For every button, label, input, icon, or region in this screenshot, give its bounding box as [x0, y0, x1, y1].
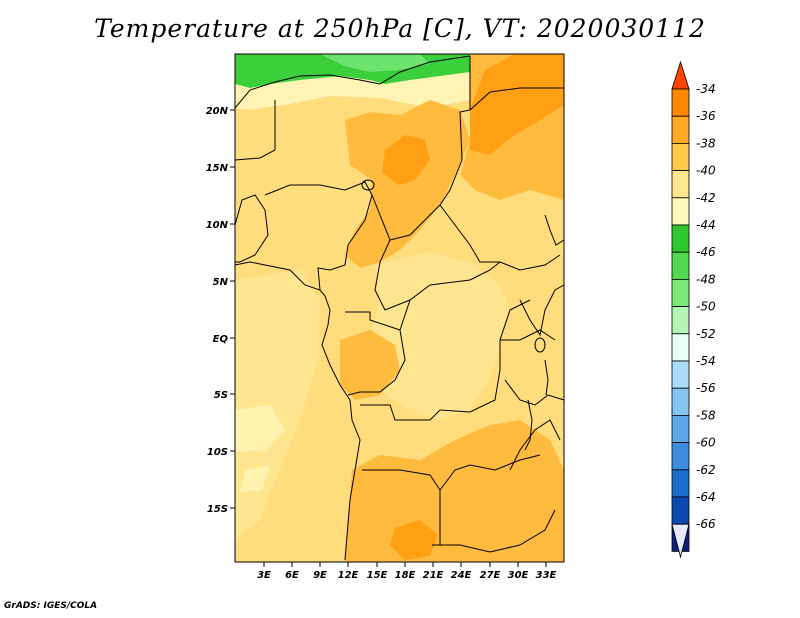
field-orange-coastal-strip — [340, 330, 400, 400]
field-darker-south-core — [390, 520, 438, 560]
legend-label: -60 — [696, 436, 716, 450]
field-light-patch-2 — [240, 465, 270, 492]
lat-label: 5N — [213, 277, 229, 288]
lon-label: 6E — [285, 570, 299, 581]
lat-label: 10N — [206, 220, 229, 231]
legend-color-box — [671, 142, 690, 171]
plot-title: Temperature at 250hPa [C], VT: 202003011… — [94, 14, 706, 43]
legend-label: -40 — [696, 164, 716, 178]
field-darker-northeast — [470, 54, 564, 155]
lat-label: 5S — [214, 390, 228, 401]
legend-label: -56 — [696, 381, 716, 395]
longitude-axis: 3E 6E 9E 12E 15E 18E 21E 24E 27E 30E 33E — [257, 562, 557, 581]
legend-color-box — [671, 278, 690, 307]
field-central-pale — [368, 252, 510, 420]
legend-color-box — [671, 115, 690, 144]
field-light-patch-1 — [235, 405, 285, 452]
lat-label: 15S — [207, 504, 228, 515]
lon-label: 27E — [480, 570, 501, 581]
legend-label: -50 — [696, 300, 716, 314]
legend-color-box — [671, 251, 690, 280]
latitude-axis: 20N 15N 10N 5N EQ 5S 10S 15S — [206, 106, 235, 515]
legend-color-box — [671, 197, 690, 226]
legend-label: -64 — [696, 490, 716, 504]
legend-color-box — [671, 224, 690, 253]
lat-label: 20N — [206, 106, 229, 117]
legend-color-box — [671, 387, 690, 416]
legend-color-box — [671, 88, 690, 117]
lon-label: 21E — [423, 570, 444, 581]
legend-label: -58 — [696, 408, 716, 422]
lat-label: 15N — [206, 163, 229, 174]
legend-label: -48 — [696, 272, 716, 286]
legend-label: -46 — [696, 245, 716, 259]
legend-color-box — [671, 496, 690, 525]
legend-color-box — [671, 360, 690, 389]
lon-label: 12E — [338, 570, 359, 581]
lon-label: 33E — [536, 570, 557, 581]
legend-color-box — [671, 170, 690, 199]
lon-label: 15E — [367, 570, 388, 581]
lon-label: 9E — [313, 570, 327, 581]
legend-label: -54 — [696, 354, 716, 368]
legend-bottom-arrow — [671, 523, 690, 559]
lat-label: EQ — [213, 334, 229, 345]
lon-label: 24E — [451, 570, 472, 581]
temperature-field — [235, 54, 564, 562]
legend-top-arrow — [671, 60, 690, 90]
country-borders — [234, 55, 565, 561]
color-legend: -34 -36 -38 -40 -42 -44 -46 -48 -50 -52 -54 -56 -58 -… — [671, 60, 716, 559]
lon-label: 30E — [508, 570, 529, 581]
field-darker-core-north — [382, 135, 430, 185]
lat-label: 10S — [207, 447, 228, 458]
legend-label: -36 — [696, 109, 716, 123]
legend-label: -38 — [696, 136, 716, 150]
legend-color-box — [671, 333, 690, 362]
map-frame — [234, 53, 565, 563]
legend-label: -52 — [696, 327, 716, 341]
legend-label: -34 — [696, 82, 716, 96]
grads-credit: GrADS: IGES/COLA — [4, 601, 98, 611]
legend-label: -42 — [696, 191, 716, 205]
lon-label: 3E — [257, 570, 271, 581]
lon-label: 18E — [395, 570, 416, 581]
legend-color-box — [671, 414, 690, 443]
legend-color-box — [671, 469, 690, 498]
legend-color-box — [671, 442, 690, 471]
legend-label: -66 — [696, 517, 716, 531]
legend-color-box — [671, 306, 690, 335]
legend-label: -62 — [696, 463, 716, 477]
field-light-green-patch — [320, 54, 430, 72]
legend-label: -44 — [696, 218, 716, 232]
field-orange-tongue-north — [345, 100, 470, 268]
lakes — [361, 179, 549, 451]
